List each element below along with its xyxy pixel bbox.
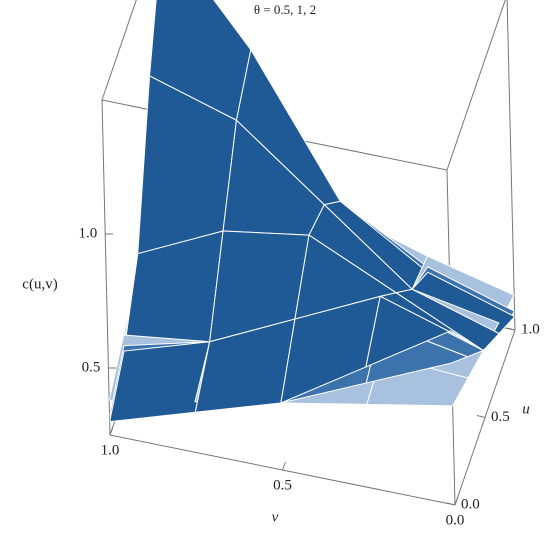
v-tick <box>282 461 286 471</box>
u-tick <box>506 327 516 331</box>
box-edge <box>506 0 516 331</box>
u-tick-label: 0.5 <box>491 409 510 425</box>
v-tick <box>454 496 459 506</box>
u-tick-label: 1.0 <box>521 321 540 337</box>
chart-title: θ = 0.5, 1, 2 <box>254 2 316 17</box>
z-tick-label: 0.5 <box>82 359 101 375</box>
surface-patch <box>365 295 468 368</box>
box-edge <box>446 0 506 171</box>
u-tick <box>446 502 456 506</box>
box-edge <box>101 0 137 101</box>
v-tick-label: 0.0 <box>446 512 465 528</box>
v-tick <box>109 426 114 436</box>
surfaces <box>108 0 515 423</box>
v-tick-label: 1.0 <box>101 442 120 458</box>
z-tick-label: 1.0 <box>78 225 97 241</box>
v-tick-label: 0.5 <box>273 477 292 493</box>
z-axis-label: c(u,v) <box>22 276 57 292</box>
surface-patch <box>109 341 211 423</box>
u-tick-label: 0.0 <box>461 496 480 512</box>
u-axis-label: u <box>522 401 530 417</box>
box-edge <box>101 99 111 436</box>
v-axis-label: v <box>272 509 279 525</box>
u-tick <box>476 415 486 418</box>
